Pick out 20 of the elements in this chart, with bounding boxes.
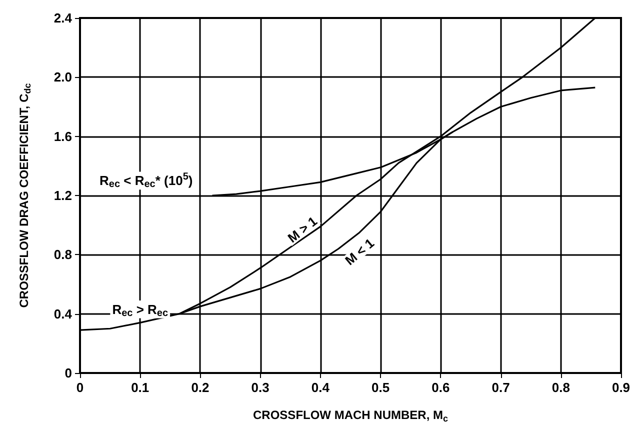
x-tick-label: 0.4 bbox=[311, 380, 330, 395]
y-tick-label: 2.4 bbox=[54, 10, 73, 26]
x-tick-label: 0.6 bbox=[432, 380, 450, 395]
x-tick-label: 0 bbox=[76, 380, 84, 395]
x-tick-label: 0.3 bbox=[251, 380, 270, 395]
x-tick-label: 0.1 bbox=[131, 380, 150, 395]
y-tick-label: 0 bbox=[64, 366, 72, 380]
y-tick-label: 2.0 bbox=[54, 70, 72, 85]
x-tick-label: 0.7 bbox=[492, 380, 510, 395]
x-tick-label: 0.9 bbox=[612, 380, 630, 395]
x-tick-label: 0.8 bbox=[552, 380, 570, 395]
annotation: M > 1 bbox=[284, 213, 320, 246]
y-tick-label: 1.6 bbox=[54, 128, 72, 144]
x-tick-label: 0.2 bbox=[191, 380, 210, 395]
y-axis-title: CROSSFLOW DRAG COEFFICIENT, Cdc bbox=[16, 83, 32, 308]
annotation: M < 1 bbox=[342, 235, 377, 268]
y-tick-label: 0.8 bbox=[54, 247, 72, 262]
y-tick-label: 0.4 bbox=[54, 306, 73, 322]
y-tick-label: 1.2 bbox=[54, 188, 72, 203]
x-tick-label: 0.5 bbox=[372, 380, 390, 395]
